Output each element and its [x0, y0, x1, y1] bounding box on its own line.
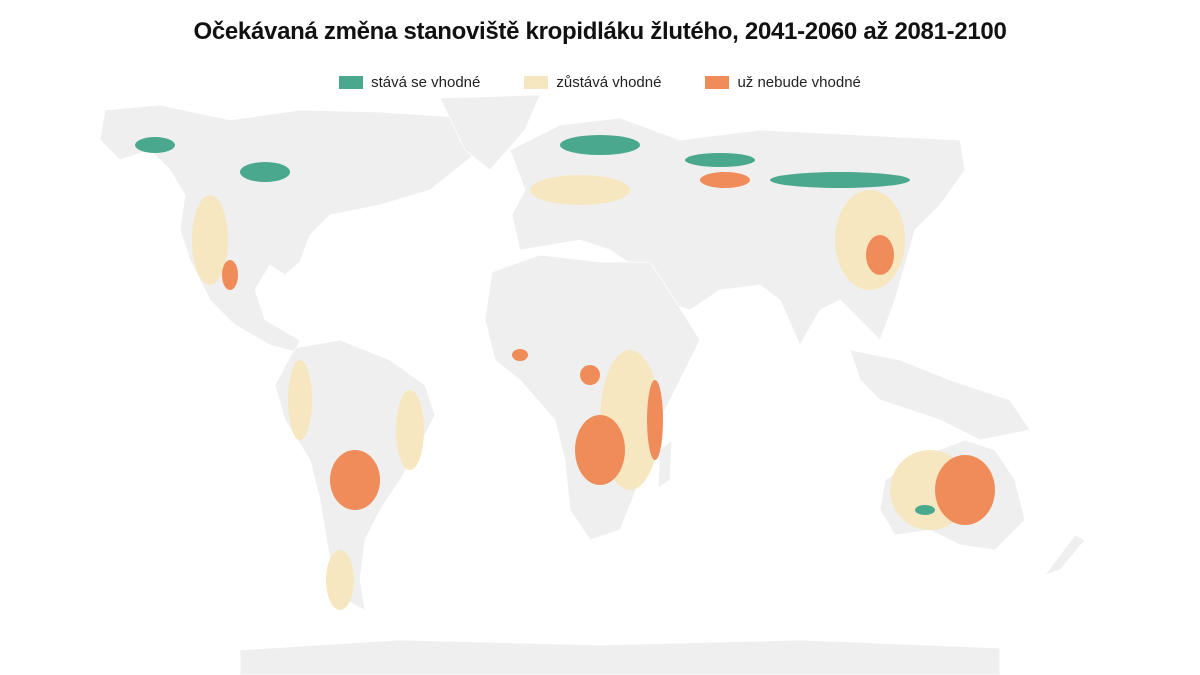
habitat-patch [685, 153, 755, 167]
habitat-patch [530, 175, 630, 205]
map-title: Očekávaná změna stanoviště kropidláku žl… [193, 18, 1007, 45]
new-zealand [1043, 534, 1086, 576]
legend-label: zůstává vhodné [556, 74, 662, 91]
legend-label: už nebude vhodné [737, 74, 861, 91]
habitat-patch [326, 550, 354, 610]
madagascar [657, 439, 673, 489]
habitat-patch [647, 380, 663, 460]
habitat-patch [580, 365, 600, 385]
habitat-patch [396, 390, 424, 470]
habitat-patch [700, 172, 750, 188]
legend-item: zůstává vhodné [524, 74, 661, 91]
legend-swatch [339, 76, 364, 89]
habitat-patch [915, 505, 935, 515]
habitat-patches [135, 135, 995, 610]
legend-label: stává se vhodné [371, 74, 481, 91]
habitat-patch [288, 360, 312, 440]
legend: stává se vhodné zůstává vhodné už nebude… [0, 74, 1200, 91]
legend-item: už nebude vhodné [705, 74, 861, 91]
north-america [99, 104, 481, 353]
antarctica [239, 639, 1001, 675]
habitat-patch [512, 349, 528, 361]
habitat-patch [866, 235, 894, 275]
greenland [439, 94, 541, 171]
legend-swatch [524, 76, 549, 89]
habitat-patch [935, 455, 995, 525]
habitat-patch [835, 190, 905, 290]
habitat-patch [135, 137, 175, 153]
habitat-patch [330, 450, 380, 510]
legend-item: stává se vhodné [339, 74, 480, 91]
habitat-patch [770, 172, 910, 188]
africa [484, 254, 701, 541]
legend-swatch [705, 76, 730, 89]
habitat-patch [192, 195, 228, 285]
land [99, 94, 1086, 675]
southeast-asia [849, 349, 1031, 441]
habitat-patch [222, 260, 238, 290]
habitat-patch [575, 415, 625, 485]
habitat-patch [560, 135, 640, 155]
habitat-patch [240, 162, 290, 182]
